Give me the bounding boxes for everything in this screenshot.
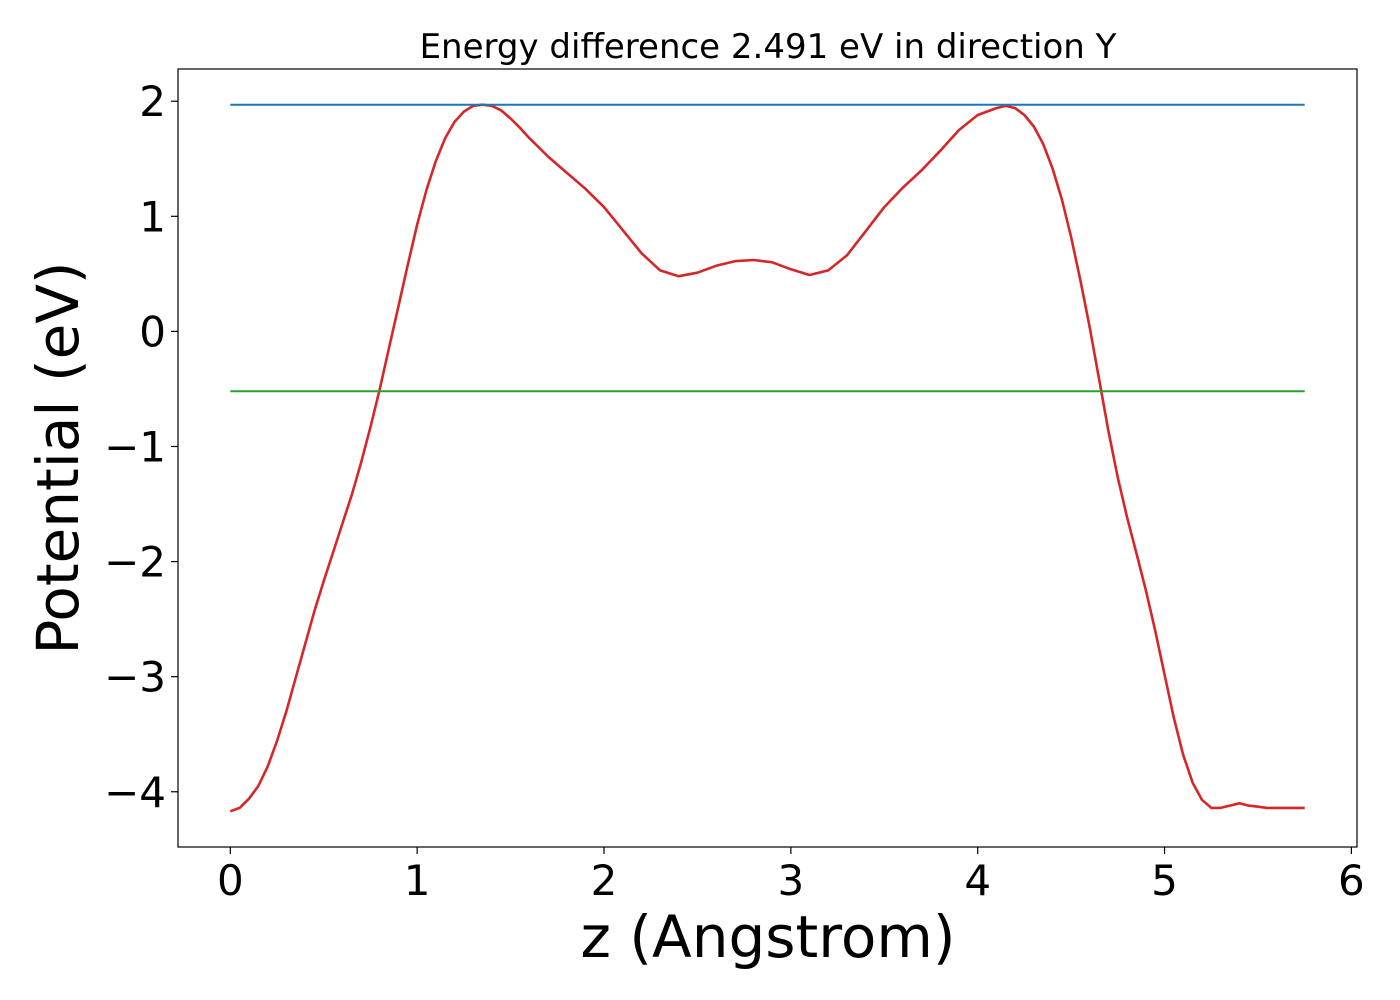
x-axis-title: z (Angstrom): [581, 903, 956, 971]
y-tick-label: 2: [139, 77, 166, 126]
x-tick-label: 4: [964, 856, 991, 905]
y-tick-label: −4: [104, 768, 166, 817]
y-axis-title: Potential (eV): [24, 261, 92, 654]
x-tick-label: 3: [777, 856, 804, 905]
x-axis: 0 1 2 3 4 5 6: [217, 847, 1365, 905]
x-tick-label: 0: [217, 856, 244, 905]
chart-title: Energy difference 2.491 eV in direction …: [420, 27, 1117, 67]
x-tick-label: 2: [591, 856, 618, 905]
y-tick-label: 0: [139, 307, 166, 356]
y-tick-label: 1: [139, 192, 166, 241]
series-line-1: [229, 103, 1305, 813]
plot-frame: [177, 68, 1358, 848]
x-tick-label: 6: [1338, 856, 1365, 905]
x-tick-label: 5: [1151, 856, 1178, 905]
plot-area: [229, 103, 1305, 813]
y-axis: 2 1 0 −1 −2 −3 −4: [104, 77, 178, 817]
x-tick-label: 1: [404, 856, 431, 905]
y-tick-label: −2: [104, 538, 166, 587]
y-tick-label: −3: [104, 653, 166, 702]
y-tick-label: −1: [104, 422, 166, 471]
